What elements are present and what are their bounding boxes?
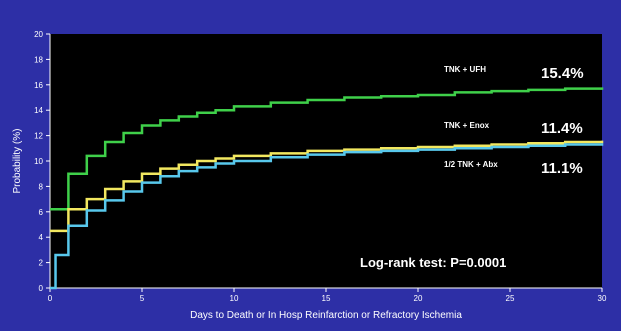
series-name-label: TNK + Enox [444, 121, 490, 130]
y-tick-label: 20 [34, 30, 43, 39]
y-tick-label: 4 [39, 233, 44, 242]
log-rank-annotation: Log-rank test: P=0.0001 [360, 255, 506, 270]
x-tick-label: 5 [140, 294, 145, 303]
x-tick-label: 25 [506, 294, 515, 303]
series-value-label: 15.4% [541, 65, 584, 82]
y-axis-label: Probability (%) [12, 128, 23, 193]
y-tick-label: 8 [39, 182, 44, 191]
plot-area [50, 34, 602, 288]
series-name-label: TNK + UFH [444, 65, 486, 74]
x-tick-label: 20 [414, 294, 423, 303]
x-tick-label: 10 [230, 294, 239, 303]
series-line-1 [50, 140, 604, 233]
series-line-0 [50, 87, 604, 211]
axes: 0 2 4 6 8 10 12 14 16 18 20 0 5 10 15 20 25 30 [34, 30, 607, 303]
y-tick-label: 0 [39, 284, 44, 293]
y-tick-label: 10 [34, 157, 43, 166]
series-line-2 [50, 143, 604, 290]
x-tick-label: 30 [598, 294, 607, 303]
y-tick-label: 12 [34, 132, 43, 141]
y-tick-label: 2 [39, 259, 44, 268]
x-axis-label: Days to Death or In Hosp Reinfarction or… [190, 310, 462, 321]
series-name-label: 1/2 TNK + Abx [444, 160, 498, 169]
y-tick-label: 6 [39, 208, 44, 217]
x-tick-label: 0 [48, 294, 53, 303]
series-value-label: 11.1% [541, 160, 583, 177]
y-tick-label: 18 [34, 55, 43, 64]
series-layer [50, 87, 604, 290]
x-tick-label: 15 [322, 294, 331, 303]
labels-layer: TNK + UFH 15.4% TNK + Enox 11.4% 1/2 TNK + A… [444, 65, 584, 177]
y-tick-label: 16 [34, 81, 43, 90]
y-tick-label: 14 [34, 106, 43, 115]
series-value-label: 11.4% [541, 120, 583, 137]
